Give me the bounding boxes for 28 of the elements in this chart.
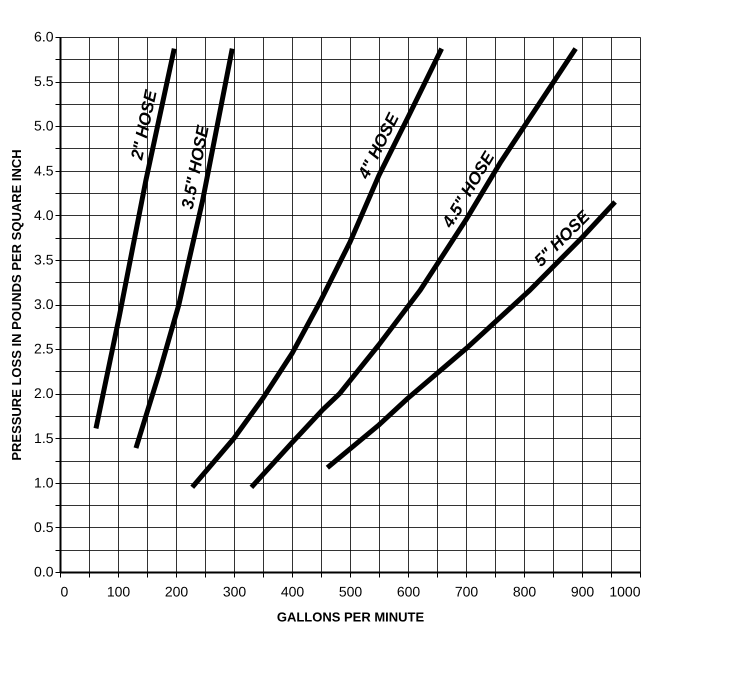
y-tick-label: 5.0 (34, 118, 54, 134)
x-tick-label: 900 (570, 584, 594, 600)
y-tick-label: 1.0 (34, 474, 54, 490)
x-tick-label: 200 (164, 584, 188, 600)
text: 3.5" HOSE (178, 123, 213, 211)
y-tick-label: 3.5 (34, 251, 54, 268)
y-tick-label: 5.5 (34, 73, 54, 90)
y-tick-label: 2.0 (34, 385, 54, 402)
y-axis-title: PRESSURE LOSS IN POUNDS PER SQUARE INCH (9, 149, 24, 461)
y-tick-label: 4.0 (34, 206, 54, 223)
x-tick-label: 1000 (609, 584, 641, 600)
x-tick-label: 500 (338, 584, 362, 600)
x-tick-label: 400 (280, 584, 304, 600)
x-tick-label: 0 (60, 584, 68, 600)
y-tick-label: 0.0 (34, 564, 54, 580)
y-tick-label: 6.0 (34, 28, 54, 44)
y-tick-label: 2.5 (34, 340, 54, 357)
y-tick-label: 1.5 (34, 430, 54, 446)
x-tick-label: 600 (396, 584, 420, 600)
y-tick-label: 0.5 (34, 518, 54, 535)
y-tick-label: 4.5 (34, 162, 54, 178)
x-tick-label: 800 (512, 584, 536, 600)
y-tick-label: 3.0 (34, 296, 54, 312)
x-tick-label: 300 (222, 584, 246, 600)
text: 2" HOSE (127, 88, 161, 162)
x-tick-label: 700 (454, 584, 478, 600)
x-tick-label: 100 (106, 584, 130, 600)
x-axis-title: GALLONS PER MINUTE (276, 610, 424, 624)
